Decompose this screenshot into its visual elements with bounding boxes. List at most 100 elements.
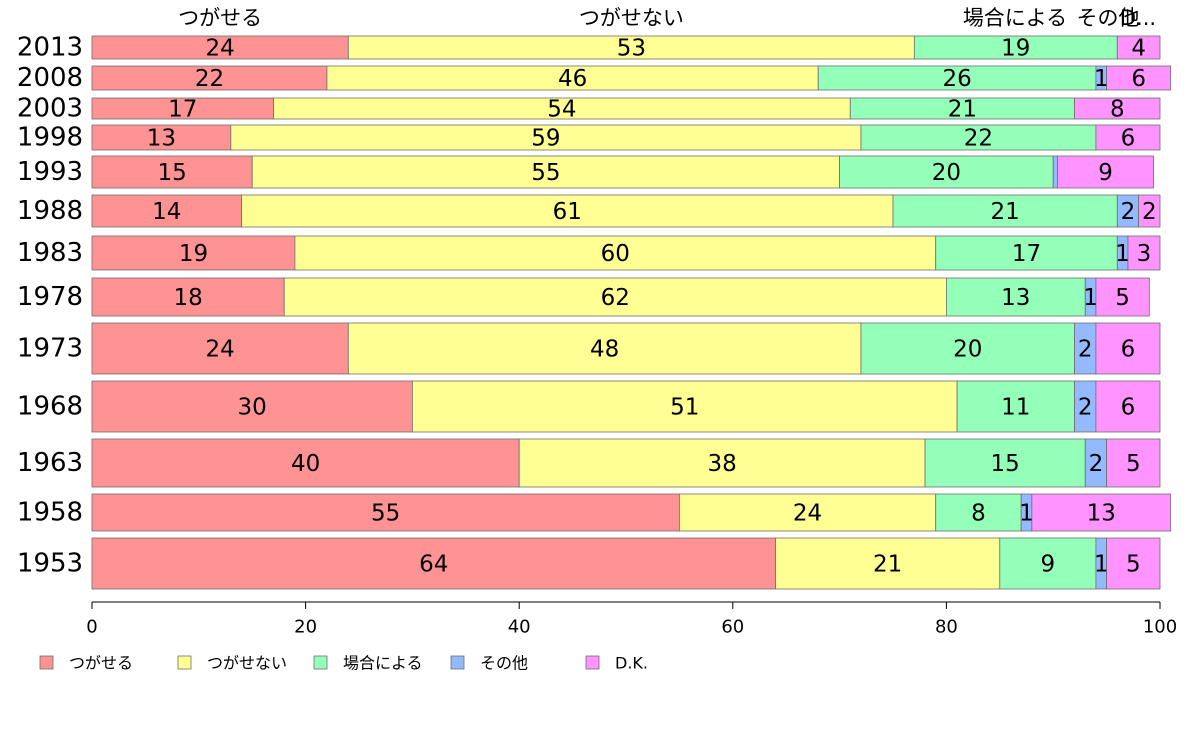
data-label: 53 — [617, 36, 646, 62]
legend-swatch — [313, 655, 328, 670]
bar-row-1993: 1993 15 55 20 9 — [17, 155, 1154, 189]
bar-segment — [1095, 322, 1161, 375]
data-label: 26 — [942, 66, 971, 92]
x-tick-label: 0 — [86, 617, 97, 638]
year-label: 2013 — [17, 33, 83, 63]
bar-segment — [91, 65, 328, 91]
data-label: 22 — [964, 126, 993, 152]
year-label: 1998 — [17, 123, 83, 153]
bar-segment — [924, 438, 1086, 488]
legend-label: つがせない — [207, 654, 287, 673]
data-label: 15 — [157, 160, 186, 186]
data-label: 38 — [707, 451, 736, 477]
bar-segment — [892, 194, 1118, 228]
bar-segment — [1095, 277, 1150, 317]
bar-segment — [283, 277, 947, 317]
data-label: 46 — [558, 66, 587, 92]
top-label: 場合による — [963, 6, 1067, 30]
x-axis: 0 20 40 60 80 100 — [86, 601, 1177, 638]
data-label: 1 — [1094, 66, 1109, 92]
bar-segment — [91, 493, 680, 532]
data-label: 5 — [1115, 285, 1130, 311]
bar-segment — [518, 438, 926, 488]
data-label: 14 — [152, 199, 181, 225]
legend-label: つがせる — [69, 654, 133, 673]
bar-row-1963: 1963 40 38 15 2 5 — [17, 438, 1161, 488]
bar-row-1983: 1983 19 60 17 1 3 — [17, 235, 1161, 271]
data-label: 21 — [873, 552, 902, 578]
data-label: 2 — [1078, 395, 1093, 421]
legend-entry: D.K. — [585, 654, 648, 673]
bar-segment — [935, 493, 1022, 532]
bar-segment — [91, 537, 776, 590]
data-label: 13 — [1001, 285, 1030, 311]
data-label: 13 — [1087, 501, 1116, 527]
data-label: 17 — [168, 97, 197, 123]
x-tick-label: 40 — [508, 617, 531, 638]
bar-row-1953: 1953 64 21 9 1 5 — [17, 537, 1161, 590]
data-label: 18 — [173, 285, 202, 311]
data-label: 55 — [531, 160, 560, 186]
bar-segment — [860, 124, 1097, 151]
data-label: 1 — [1083, 285, 1098, 311]
legend-swatch — [450, 655, 465, 670]
bar-segment — [347, 322, 862, 375]
bar-row-1968: 1968 30 51 11 2 6 — [17, 380, 1161, 433]
data-label: 15 — [990, 451, 1019, 477]
data-label: 64 — [419, 552, 448, 578]
year-label: 2003 — [17, 94, 83, 124]
bar-row-2003: 2003 17 54 21 8 — [17, 94, 1161, 124]
bar-row-1978: 1978 18 62 13 1 5 — [17, 277, 1150, 317]
bar-segment — [230, 124, 862, 151]
top-labels: つがせる つがせない 場合による その他D... — [178, 6, 1156, 30]
data-label: 2 — [1121, 199, 1136, 225]
bar-segment — [91, 124, 232, 151]
year-label: 1983 — [17, 238, 83, 268]
bar-segment — [999, 537, 1097, 590]
data-label: 21 — [990, 199, 1019, 225]
bar-segment — [679, 493, 937, 532]
bar-segment — [775, 537, 1001, 590]
legend-entry: その他 — [450, 654, 528, 673]
bar-segment — [1138, 194, 1161, 228]
bar-segment — [251, 155, 841, 189]
data-label: 1 — [1019, 501, 1034, 527]
data-label: 8 — [971, 501, 986, 527]
year-label: 1953 — [17, 549, 83, 579]
year-label: 2008 — [17, 63, 83, 93]
data-label: 59 — [531, 126, 560, 152]
data-label: 11 — [1001, 395, 1030, 421]
bar-row-2008: 2008 22 46 26 1 6 — [17, 63, 1172, 93]
data-label: 3 — [1137, 241, 1152, 267]
x-tick-label: 80 — [935, 617, 958, 638]
data-label: 6 — [1131, 66, 1146, 92]
bar-row-1998: 1998 13 59 22 6 — [17, 123, 1161, 153]
bar-segment — [91, 438, 520, 488]
legend-label: その他 — [480, 654, 528, 673]
year-label: 1958 — [17, 498, 83, 528]
bar-segment — [1116, 35, 1161, 60]
legend-swatch — [39, 655, 54, 670]
bar-segment — [860, 322, 1075, 375]
bar-segment — [91, 235, 296, 271]
top-label: つがせる — [178, 6, 262, 30]
data-label: 55 — [371, 501, 400, 527]
year-label: 1963 — [17, 448, 83, 478]
year-label: 1993 — [17, 157, 83, 187]
data-label: 4 — [1131, 36, 1146, 62]
legend-label: 場合による — [343, 654, 423, 673]
x-tick-label: 20 — [294, 617, 317, 638]
bar-segment — [946, 277, 1086, 317]
bar-row-1973: 1973 24 48 20 2 6 — [17, 322, 1161, 375]
bar-segment — [1057, 155, 1154, 189]
data-label: 20 — [932, 160, 961, 186]
data-label: 5 — [1126, 451, 1141, 477]
data-label: 2 — [1142, 199, 1157, 225]
data-label: 24 — [206, 337, 235, 363]
bar-segment — [91, 194, 242, 228]
bar-segment — [1106, 537, 1161, 590]
data-label: 24 — [793, 501, 822, 527]
bar-segment — [1095, 380, 1161, 433]
